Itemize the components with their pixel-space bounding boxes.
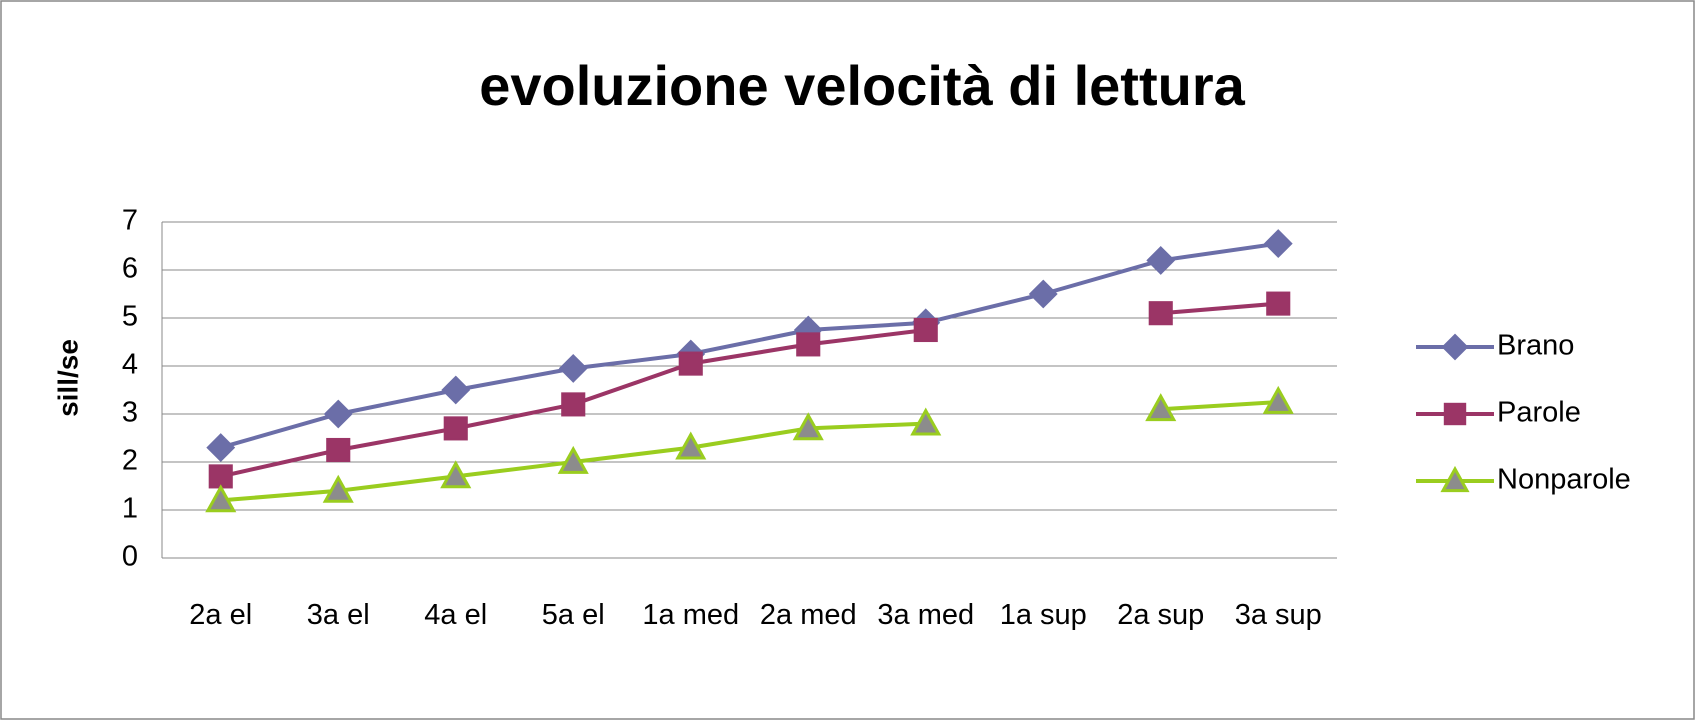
marker [913,317,938,343]
marker [678,351,703,376]
legend-label: Parole [1497,397,1581,429]
marker [322,474,354,503]
marker [1263,229,1293,259]
marker [208,464,233,489]
x-tick-label: 3a med [877,599,975,631]
y-tick-label: 6 [122,253,138,285]
x-tick-label: 2a med [759,599,857,631]
y-tick-label: 4 [122,349,138,381]
y-tick-label: 0 [122,541,138,573]
y-tick-label: 3 [122,397,138,429]
legend-marker [1440,465,1470,493]
marker [792,412,824,441]
series-line [220,241,1279,450]
x-tick-label: 2a el [189,599,253,631]
y-tick-label: 5 [122,301,138,333]
marker [206,433,236,463]
y-tick-label: 1 [122,493,138,525]
marker [1148,301,1173,326]
legend-marker [1443,402,1467,426]
x-tick-label: 4a el [424,599,488,631]
chart-title: evoluzione velocità di lettura [479,54,1245,117]
x-tick-label: 5a el [541,599,605,631]
marker [443,416,468,441]
x-tick-label: 2a sup [1117,599,1205,631]
x-tick-label: 1a sup [999,599,1087,631]
marker [1266,291,1291,316]
marker [326,437,351,463]
marker [441,375,471,405]
legend-label: Brano [1497,330,1574,362]
x-tick-label: 3a el [306,599,370,631]
legend-label: Nonparole [1497,464,1631,496]
y-tick-label: 2 [122,445,138,477]
marker [796,332,821,357]
x-tick-label: 1a med [642,599,740,631]
marker [205,484,237,513]
marker [910,407,942,436]
y-tick-label: 7 [122,205,138,237]
marker [1145,393,1177,422]
marker [323,399,353,429]
marker [557,445,589,474]
marker [558,353,588,383]
y-axis-label: sill/se [52,339,83,417]
marker [1262,385,1294,414]
marker [675,431,707,460]
legend-marker [1441,333,1469,361]
marker [1028,279,1058,309]
marker [1146,245,1176,275]
marker [561,392,586,417]
marker [440,460,472,489]
x-tick-label: 3a sup [1234,599,1322,631]
